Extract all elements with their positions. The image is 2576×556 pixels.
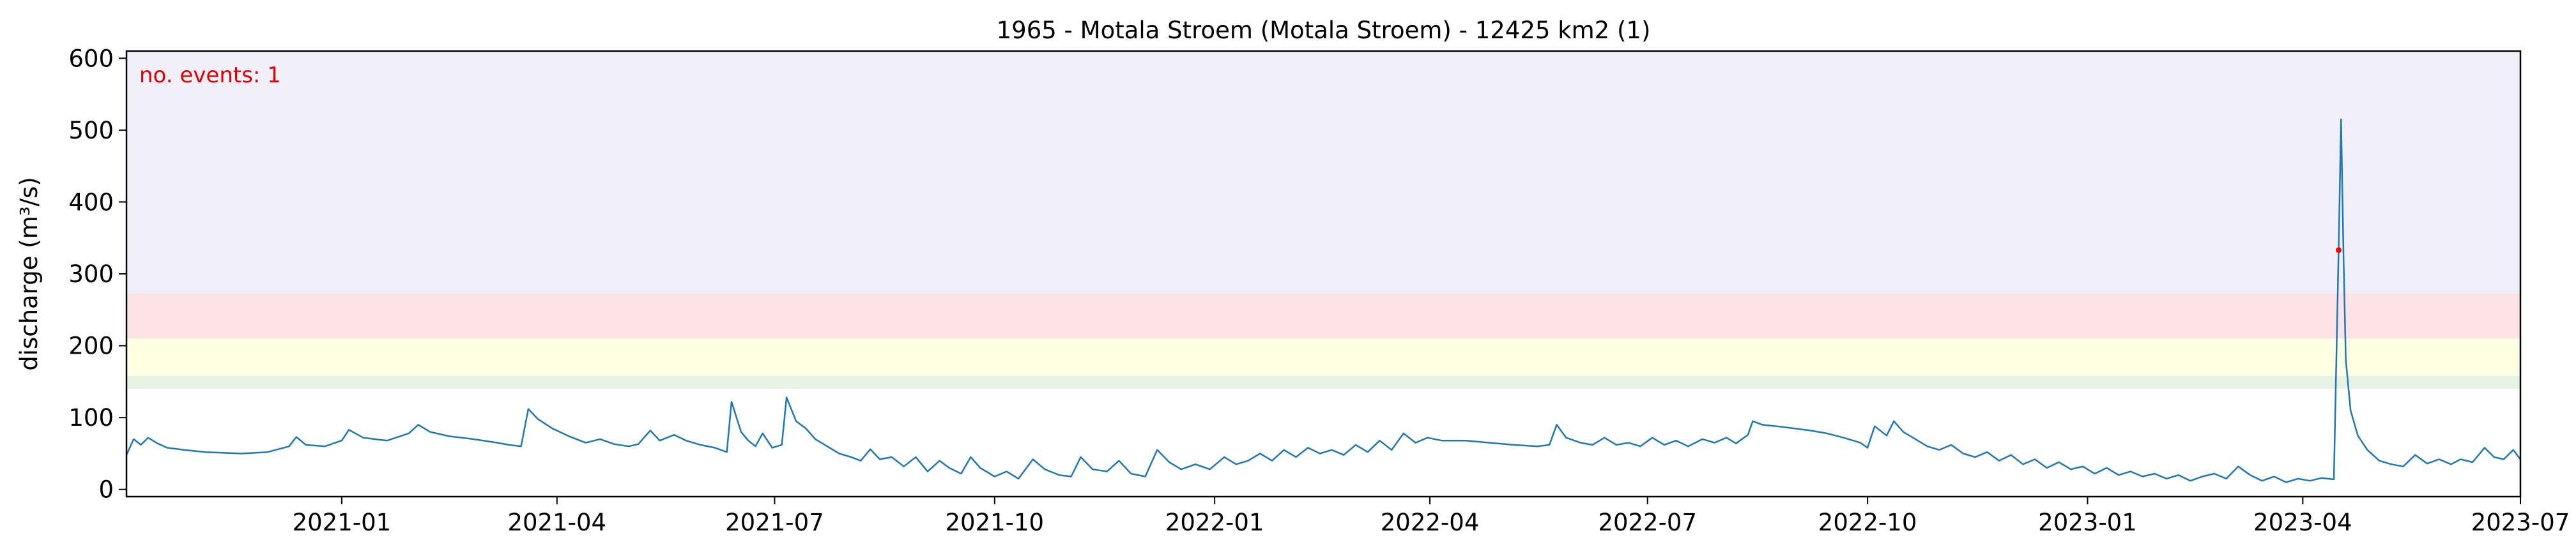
x-tick-label: 2022-10	[1818, 509, 1917, 536]
y-tick-label: 300	[68, 260, 114, 288]
x-tick-label: 2022-04	[1381, 509, 1480, 536]
x-tick-label: 2023-07	[2471, 509, 2570, 536]
threshold-band-4	[126, 51, 2520, 294]
x-tick-label: 2021-04	[507, 509, 606, 536]
threshold-bands	[126, 51, 2520, 389]
y-tick-label: 500	[68, 117, 114, 144]
chart-title: 1965 - Motala Stroem (Motala Stroem) - 1…	[997, 17, 1651, 44]
events-annotation: no. events: 1	[139, 63, 281, 88]
x-tick-label: 2023-04	[2253, 509, 2352, 536]
x-tick-label: 2022-01	[1165, 509, 1264, 536]
discharge-series-line	[125, 118, 2521, 483]
x-tick-label: 2021-01	[293, 509, 392, 536]
y-tick-label: 100	[68, 404, 114, 432]
y-axis-label: discharge (m³/s)	[15, 177, 43, 371]
x-tick-label: 2021-07	[725, 509, 824, 536]
y-tick-label: 400	[68, 188, 114, 216]
x-tick-label: 2021-10	[945, 509, 1044, 536]
y-axis: 0 100 200 300 400 500 600	[68, 45, 126, 504]
y-tick-label: 0	[98, 476, 114, 504]
x-tick-label: 2022-07	[1598, 509, 1697, 536]
event-markers	[2336, 247, 2342, 253]
threshold-band-3	[126, 293, 2520, 339]
threshold-band-1	[126, 375, 2520, 389]
event-marker	[2336, 247, 2342, 253]
x-axis: 2021-01 2021-04 2021-07 2021-10 2022-01 2022-…	[293, 497, 2570, 536]
threshold-band-2	[126, 338, 2520, 376]
x-tick-label: 2023-01	[2038, 509, 2137, 536]
y-tick-label: 200	[68, 333, 114, 360]
series-layer	[125, 118, 2521, 483]
y-tick-label: 600	[68, 45, 114, 72]
